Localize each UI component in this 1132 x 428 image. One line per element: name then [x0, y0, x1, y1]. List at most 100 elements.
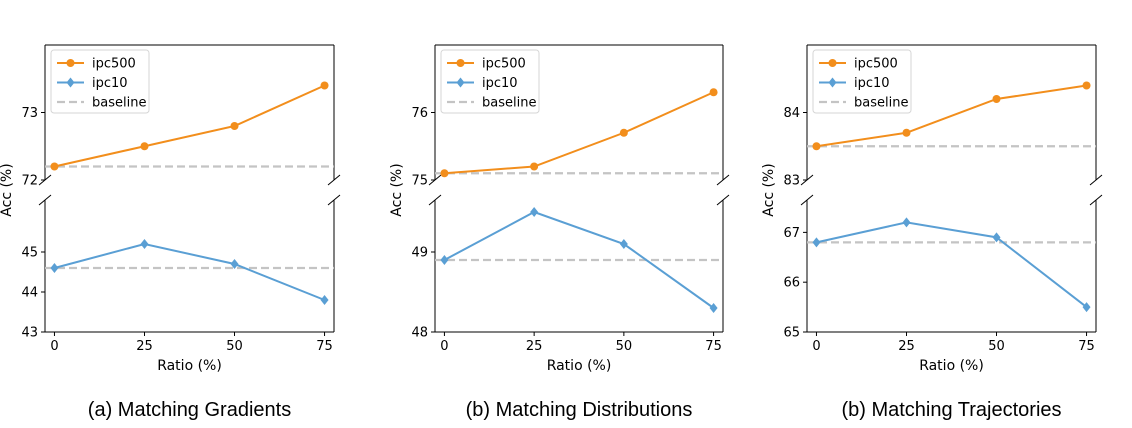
data-point-ipc500 — [902, 128, 911, 137]
legend-label-ipc500: ipc500 — [854, 57, 898, 72]
data-point-ipc10 — [530, 207, 539, 217]
legend-box — [812, 49, 912, 114]
y-tick-label: 84 — [783, 106, 800, 121]
x-tick-label: 0 — [440, 339, 448, 354]
x-tick-label: 25 — [136, 339, 153, 354]
data-point-ipc500 — [619, 128, 628, 137]
data-point-ipc10 — [320, 295, 329, 305]
data-point-ipc500 — [992, 95, 1001, 103]
data-point-ipc500 — [1082, 81, 1091, 90]
x-tick-label: 50 — [988, 339, 1005, 354]
legend-marker-ipc10 — [66, 77, 75, 88]
legend-label-baseline: baseline — [482, 96, 536, 111]
y-axis-label: Acc (%) — [389, 163, 405, 216]
axes-bottom — [806, 200, 1097, 333]
legend-label-ipc10: ipc10 — [92, 76, 128, 91]
axis-break-mark — [800, 194, 814, 206]
legend-label-ipc500: ipc500 — [482, 57, 526, 72]
x-tick-label: 50 — [226, 339, 243, 354]
series-line-ipc10 — [816, 221, 1088, 308]
data-point-ipc10 — [992, 232, 1001, 243]
series-line-ipc10 — [54, 242, 325, 301]
y-tick-label: 75 — [411, 174, 428, 189]
y-tick-label: 48 — [411, 326, 428, 341]
x-axis-label: Ratio (%) — [919, 358, 984, 374]
legend-label-baseline: baseline — [92, 96, 146, 111]
legend: ipc500 ipc10 baseline — [440, 49, 540, 114]
series-line-ipc500 — [444, 91, 714, 175]
x-tick-label: 75 — [1078, 339, 1095, 354]
y-tick-label: 49 — [411, 246, 428, 261]
x-tick-label: 75 — [316, 339, 333, 354]
y-tick-label: 43 — [21, 326, 38, 341]
data-point-ipc10 — [1082, 302, 1091, 313]
legend: ipc500 ipc10 baseline — [812, 49, 912, 114]
data-point-ipc10 — [440, 255, 449, 265]
x-tick-label: 25 — [898, 339, 915, 354]
axes-bottom — [44, 200, 335, 333]
y-tick-label: 83 — [783, 174, 800, 189]
x-axis-label: Ratio (%) — [157, 358, 222, 374]
x-tick-label: 0 — [812, 339, 820, 354]
legend-marker-ipc10 — [456, 77, 465, 88]
axis-break-mark — [1089, 174, 1103, 186]
data-point-ipc10 — [619, 239, 628, 249]
legend-box — [50, 49, 150, 114]
y-tick-label: 66 — [783, 276, 800, 291]
figure-caption: (a) Matching Gradients — [88, 399, 291, 421]
figure-caption: (b) Matching Distributions — [466, 399, 693, 421]
legend-box — [440, 49, 540, 114]
legend: ipc500 ipc10 baseline — [50, 49, 150, 114]
data-point-ipc500 — [230, 122, 239, 130]
x-tick-label: 50 — [616, 339, 633, 354]
series-line-ipc500 — [54, 84, 325, 168]
data-point-ipc10 — [230, 259, 239, 269]
legend-marker-ipc500 — [456, 59, 465, 67]
y-tick-label: 67 — [783, 226, 800, 241]
data-point-ipc500 — [440, 169, 449, 178]
legend-label-ipc10: ipc10 — [854, 76, 890, 91]
axis-break-mark — [1089, 194, 1103, 206]
axis-break-mark — [327, 194, 341, 206]
data-point-ipc10 — [50, 263, 59, 273]
figure-caption: (b) Matching Trajectories — [841, 399, 1061, 421]
y-axis-label: Acc (%) — [0, 163, 15, 216]
y-axis-label: Acc (%) — [761, 163, 777, 216]
y-tick-label: 76 — [411, 106, 428, 121]
data-point-ipc500 — [320, 81, 329, 90]
legend-label-ipc500: ipc500 — [92, 57, 136, 72]
data-point-ipc500 — [50, 162, 59, 171]
data-point-ipc500 — [140, 142, 149, 151]
legend-label-ipc10: ipc10 — [482, 76, 518, 91]
legend-marker-ipc500 — [828, 59, 837, 67]
x-axis-label: Ratio (%) — [547, 358, 612, 374]
axis-break-mark — [327, 174, 341, 186]
y-tick-label: 72 — [21, 174, 38, 189]
axis-break-mark — [716, 194, 730, 206]
data-point-ipc10 — [902, 217, 911, 228]
data-point-ipc10 — [140, 239, 149, 249]
legend-label-baseline: baseline — [854, 96, 908, 111]
series-line-ipc500 — [816, 84, 1087, 148]
x-tick-label: 75 — [705, 339, 722, 354]
axis-break-mark — [38, 194, 52, 206]
y-tick-label: 44 — [21, 286, 38, 301]
axis-break-mark — [716, 174, 730, 186]
data-point-ipc500 — [530, 162, 539, 171]
legend-marker-ipc500 — [66, 59, 75, 67]
x-tick-label: 0 — [50, 339, 58, 354]
y-tick-label: 45 — [21, 246, 38, 261]
y-tick-label: 65 — [783, 326, 800, 341]
data-point-ipc500 — [709, 88, 718, 97]
data-point-ipc500 — [812, 142, 821, 151]
y-tick-label: 73 — [21, 106, 38, 121]
data-point-ipc10 — [709, 303, 718, 313]
series-line-ipc10 — [443, 210, 715, 309]
axes-bottom — [434, 200, 724, 333]
x-tick-label: 25 — [526, 339, 543, 354]
data-point-ipc10 — [812, 237, 821, 248]
